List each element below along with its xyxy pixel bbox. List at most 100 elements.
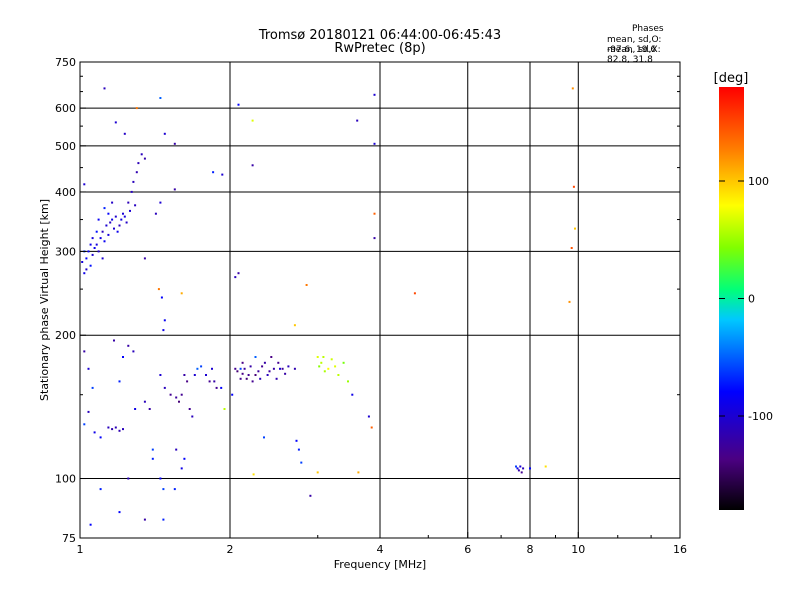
data-point — [137, 162, 140, 165]
data-point — [284, 372, 287, 375]
data-point — [129, 209, 131, 212]
data-point — [323, 370, 326, 373]
data-point — [529, 467, 531, 470]
data-point — [162, 329, 165, 332]
data-point — [111, 428, 114, 431]
data-point — [300, 461, 303, 464]
data-point — [223, 408, 226, 410]
data-point — [413, 292, 416, 295]
data-point — [95, 230, 98, 233]
data-point — [180, 393, 183, 396]
data-point — [281, 367, 284, 370]
x-tick-label: 10 — [571, 543, 585, 556]
chart-subtitle: RwPretec (8p) — [334, 41, 426, 56]
data-point — [81, 261, 84, 263]
x-tick-label: 8 — [527, 543, 534, 556]
data-point — [95, 243, 98, 246]
data-point — [85, 257, 88, 260]
phase-stats-title: Phases — [632, 24, 664, 34]
data-point — [568, 300, 571, 303]
data-point — [180, 467, 183, 470]
data-point — [221, 173, 224, 176]
data-point — [118, 511, 121, 514]
colorbar-tick-label: -100 — [748, 410, 773, 423]
data-point — [215, 386, 218, 389]
data-point — [249, 365, 252, 368]
data-point — [118, 224, 121, 227]
data-point — [293, 324, 296, 327]
data-point — [234, 276, 237, 279]
data-point — [140, 153, 143, 156]
data-point — [113, 227, 115, 230]
colorbar-unit: [deg] — [714, 71, 749, 86]
y-axis-ticks: 75 100 200 300 400 500 600 750 — [55, 56, 680, 545]
data-point — [101, 230, 104, 233]
data-point — [114, 426, 117, 429]
data-point — [118, 380, 121, 383]
data-point — [257, 370, 260, 373]
data-point — [83, 272, 86, 275]
data-point — [143, 257, 146, 260]
data-point — [162, 488, 165, 491]
data-point — [373, 237, 376, 240]
y-tick-label: 200 — [55, 329, 76, 342]
data-point — [186, 380, 189, 383]
data-point — [220, 386, 223, 389]
data-point — [91, 386, 94, 389]
data-point — [123, 132, 126, 135]
data-point — [122, 212, 124, 215]
data-point — [337, 374, 340, 376]
data-point — [91, 253, 94, 256]
data-point — [93, 247, 96, 249]
data-point — [83, 423, 86, 426]
colorbar-tick-label: 0 — [748, 293, 755, 306]
data-point — [211, 367, 213, 370]
data-point — [196, 367, 199, 370]
data-point — [320, 361, 323, 364]
data-point — [93, 431, 96, 434]
data-point — [89, 264, 92, 267]
data-point — [193, 374, 196, 376]
data-point — [318, 365, 321, 368]
data-point — [159, 374, 162, 376]
x-axis-label: Frequency [MHz] — [334, 558, 426, 571]
data-point — [574, 227, 576, 230]
data-point — [143, 518, 146, 521]
data-point — [191, 415, 194, 418]
data-point — [135, 171, 138, 174]
data-point — [143, 157, 146, 160]
data-point — [123, 215, 126, 218]
data-point — [251, 164, 254, 167]
data-point — [268, 370, 271, 373]
data-point — [270, 356, 273, 358]
data-point — [297, 448, 300, 451]
x-axis-ticks: 1 2 4 6 8 10 16 — [77, 532, 687, 556]
data-point — [254, 356, 257, 358]
x-tick-label: 1 — [77, 543, 84, 556]
data-point — [237, 272, 240, 275]
data-point — [515, 465, 517, 468]
data-point — [520, 471, 523, 474]
data-point — [85, 268, 88, 271]
data-point — [295, 439, 298, 442]
colorbar-ticks: 100 0 -100 — [719, 175, 773, 423]
data-point — [183, 374, 186, 376]
y-tick-label: 600 — [55, 102, 76, 115]
data-point — [87, 410, 90, 413]
data-point — [101, 257, 104, 260]
data-point — [287, 365, 290, 368]
data-point — [116, 230, 119, 233]
x-tick-label: 2 — [227, 543, 234, 556]
data-point — [522, 467, 525, 470]
data-point — [316, 356, 319, 358]
data-point — [277, 361, 280, 364]
colorbar-tick-label: 100 — [748, 175, 769, 188]
data-point — [183, 457, 186, 460]
data-point — [200, 365, 203, 368]
data-point — [519, 465, 522, 468]
data-point — [163, 386, 166, 389]
data-point — [148, 408, 151, 410]
data-point — [99, 237, 102, 240]
data-point — [367, 415, 370, 418]
